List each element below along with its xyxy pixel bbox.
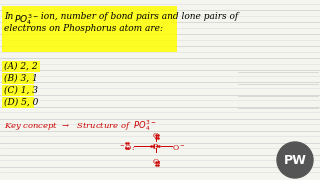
- FancyBboxPatch shape: [2, 97, 34, 108]
- Text: P: P: [153, 143, 158, 151]
- Text: Key concept  →   Structure of  $PO_4^{3-}$: Key concept → Structure of $PO_4^{3-}$: [4, 118, 157, 133]
- FancyBboxPatch shape: [2, 61, 40, 72]
- FancyBboxPatch shape: [2, 85, 34, 96]
- Text: In: In: [4, 12, 16, 21]
- Text: (C) 1, 3: (C) 1, 3: [4, 86, 38, 95]
- FancyBboxPatch shape: [2, 73, 34, 84]
- Text: O:: O:: [153, 158, 162, 166]
- Text: electrons on Phosphorus atom are:: electrons on Phosphorus atom are:: [4, 24, 163, 33]
- Text: (D) 5, 0: (D) 5, 0: [4, 98, 38, 107]
- Text: ion, number of bond pairs and lone pairs of: ion, number of bond pairs and lone pairs…: [38, 12, 238, 21]
- Text: $^-$O:: $^-$O:: [118, 143, 135, 153]
- Text: (B) 3, 1: (B) 3, 1: [4, 74, 38, 83]
- FancyBboxPatch shape: [2, 6, 177, 52]
- Circle shape: [277, 142, 313, 178]
- Text: (A) 2, 2: (A) 2, 2: [4, 62, 38, 71]
- Text: PW: PW: [284, 154, 307, 166]
- Text: $\mathit{PO}_4^{3-}$: $\mathit{PO}_4^{3-}$: [14, 12, 39, 27]
- Text: O: O: [153, 132, 159, 140]
- Text: O$^-$: O$^-$: [172, 143, 185, 153]
